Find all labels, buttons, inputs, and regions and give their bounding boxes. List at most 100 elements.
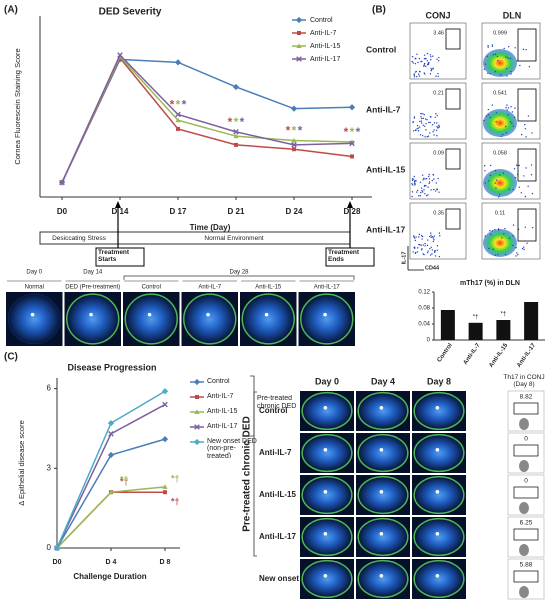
flow-dot — [425, 129, 427, 131]
flow-dot — [511, 122, 513, 124]
flow-plot — [409, 22, 467, 80]
marker — [117, 52, 123, 58]
eye-image — [301, 475, 353, 515]
flow-dot — [421, 238, 423, 240]
legend-label: New onset DED (non-pre-treated) — [207, 437, 257, 458]
panel-label: (A) — [4, 5, 18, 16]
flow-dot — [491, 104, 494, 106]
column-header: Day 4 — [371, 376, 395, 386]
flow-dot — [531, 226, 534, 229]
marker — [193, 378, 201, 386]
significance-mark: * — [350, 125, 355, 139]
panel-label: (C) — [4, 352, 18, 363]
eye-highlight — [435, 448, 440, 452]
flow-dot — [429, 132, 431, 134]
flow-dot — [431, 69, 433, 71]
gate-value: 0.999 — [493, 30, 507, 36]
flow-dot — [484, 165, 486, 167]
legend-label: Anti-IL-7 — [310, 30, 337, 37]
flow-dot — [505, 107, 507, 109]
event-box — [325, 247, 375, 267]
flow-dot — [423, 114, 426, 116]
flow-dot — [432, 174, 435, 176]
row-label: Anti-IL-17 — [259, 532, 296, 541]
legend-label: Anti-IL-15 — [207, 407, 238, 415]
flow-dot — [495, 112, 498, 114]
flow-dot — [436, 125, 438, 128]
flow-dot — [427, 239, 429, 241]
flow-dot — [512, 244, 514, 247]
legend-label: Anti-IL-17 — [310, 56, 340, 63]
legend-label: Anti-IL-7 — [207, 392, 234, 400]
flow-dot — [417, 73, 420, 75]
legend-label-box: Control — [207, 378, 230, 385]
flow-dot — [417, 61, 419, 64]
eye-highlight — [323, 406, 328, 410]
flow-dot — [412, 251, 414, 253]
flow-dot — [428, 181, 431, 183]
flow-dot — [501, 237, 503, 239]
th17-density — [519, 544, 529, 556]
flow-density — [483, 49, 517, 77]
flow-dot — [487, 108, 490, 111]
flow-dot — [515, 246, 517, 249]
flow-dot — [425, 178, 428, 180]
flow-dot — [436, 249, 439, 252]
flow-axis-label: CD44 — [425, 265, 440, 271]
flow-dot — [429, 54, 432, 56]
flow-dot — [435, 190, 437, 192]
eye-image — [183, 293, 237, 345]
flow-dot — [433, 251, 436, 253]
flow-dot — [524, 128, 527, 130]
flow-dot — [411, 56, 414, 58]
flow-dot — [518, 186, 520, 188]
flow-dot — [530, 174, 533, 176]
gate — [513, 570, 539, 583]
flow-dot — [500, 74, 502, 76]
series-line — [61, 58, 353, 183]
flow-dot — [416, 251, 419, 253]
event-label-box: Treatment Starts — [98, 249, 129, 263]
marker — [163, 490, 167, 495]
flow-dot — [512, 224, 515, 226]
flow-dot — [423, 62, 426, 65]
flow-dot — [433, 238, 435, 241]
flow-dot — [494, 254, 497, 256]
bar — [496, 320, 511, 340]
flow-dot — [491, 45, 494, 47]
flow-dot — [413, 117, 416, 119]
flow-dot — [424, 118, 427, 120]
eye-highlight — [147, 312, 152, 317]
flow-dot — [419, 195, 422, 197]
flow-dot — [498, 196, 500, 198]
marker — [107, 420, 115, 427]
flow-dot — [504, 253, 507, 256]
flow-dot — [515, 255, 517, 257]
flow-dot — [420, 60, 422, 63]
flow-dot — [418, 236, 420, 238]
flow-dot — [432, 67, 434, 70]
event-label-box: Treatment Ends — [328, 249, 359, 263]
flow-dot — [512, 188, 514, 191]
flow-dot — [498, 193, 501, 196]
flow-dot — [497, 59, 499, 62]
eye-image — [7, 293, 61, 345]
eye-image — [357, 517, 409, 557]
flow-dot — [428, 121, 430, 124]
flow-dot — [433, 134, 435, 136]
flow-dot — [435, 182, 437, 184]
gate — [445, 88, 461, 110]
flow-dot — [527, 185, 529, 188]
th17-density — [519, 502, 529, 514]
flow-dot — [487, 114, 490, 116]
significance-mark: * — [170, 98, 175, 112]
flow-dot — [491, 44, 493, 46]
group-label: Pre-treated chronic DED — [242, 416, 253, 532]
flow-dot — [514, 47, 516, 49]
eye-highlight — [379, 532, 384, 536]
flow-dot — [487, 180, 490, 182]
gate-value: 5.88 — [520, 562, 533, 569]
marker — [59, 179, 65, 186]
gate — [517, 148, 537, 182]
significance-mark: * — [182, 98, 187, 112]
